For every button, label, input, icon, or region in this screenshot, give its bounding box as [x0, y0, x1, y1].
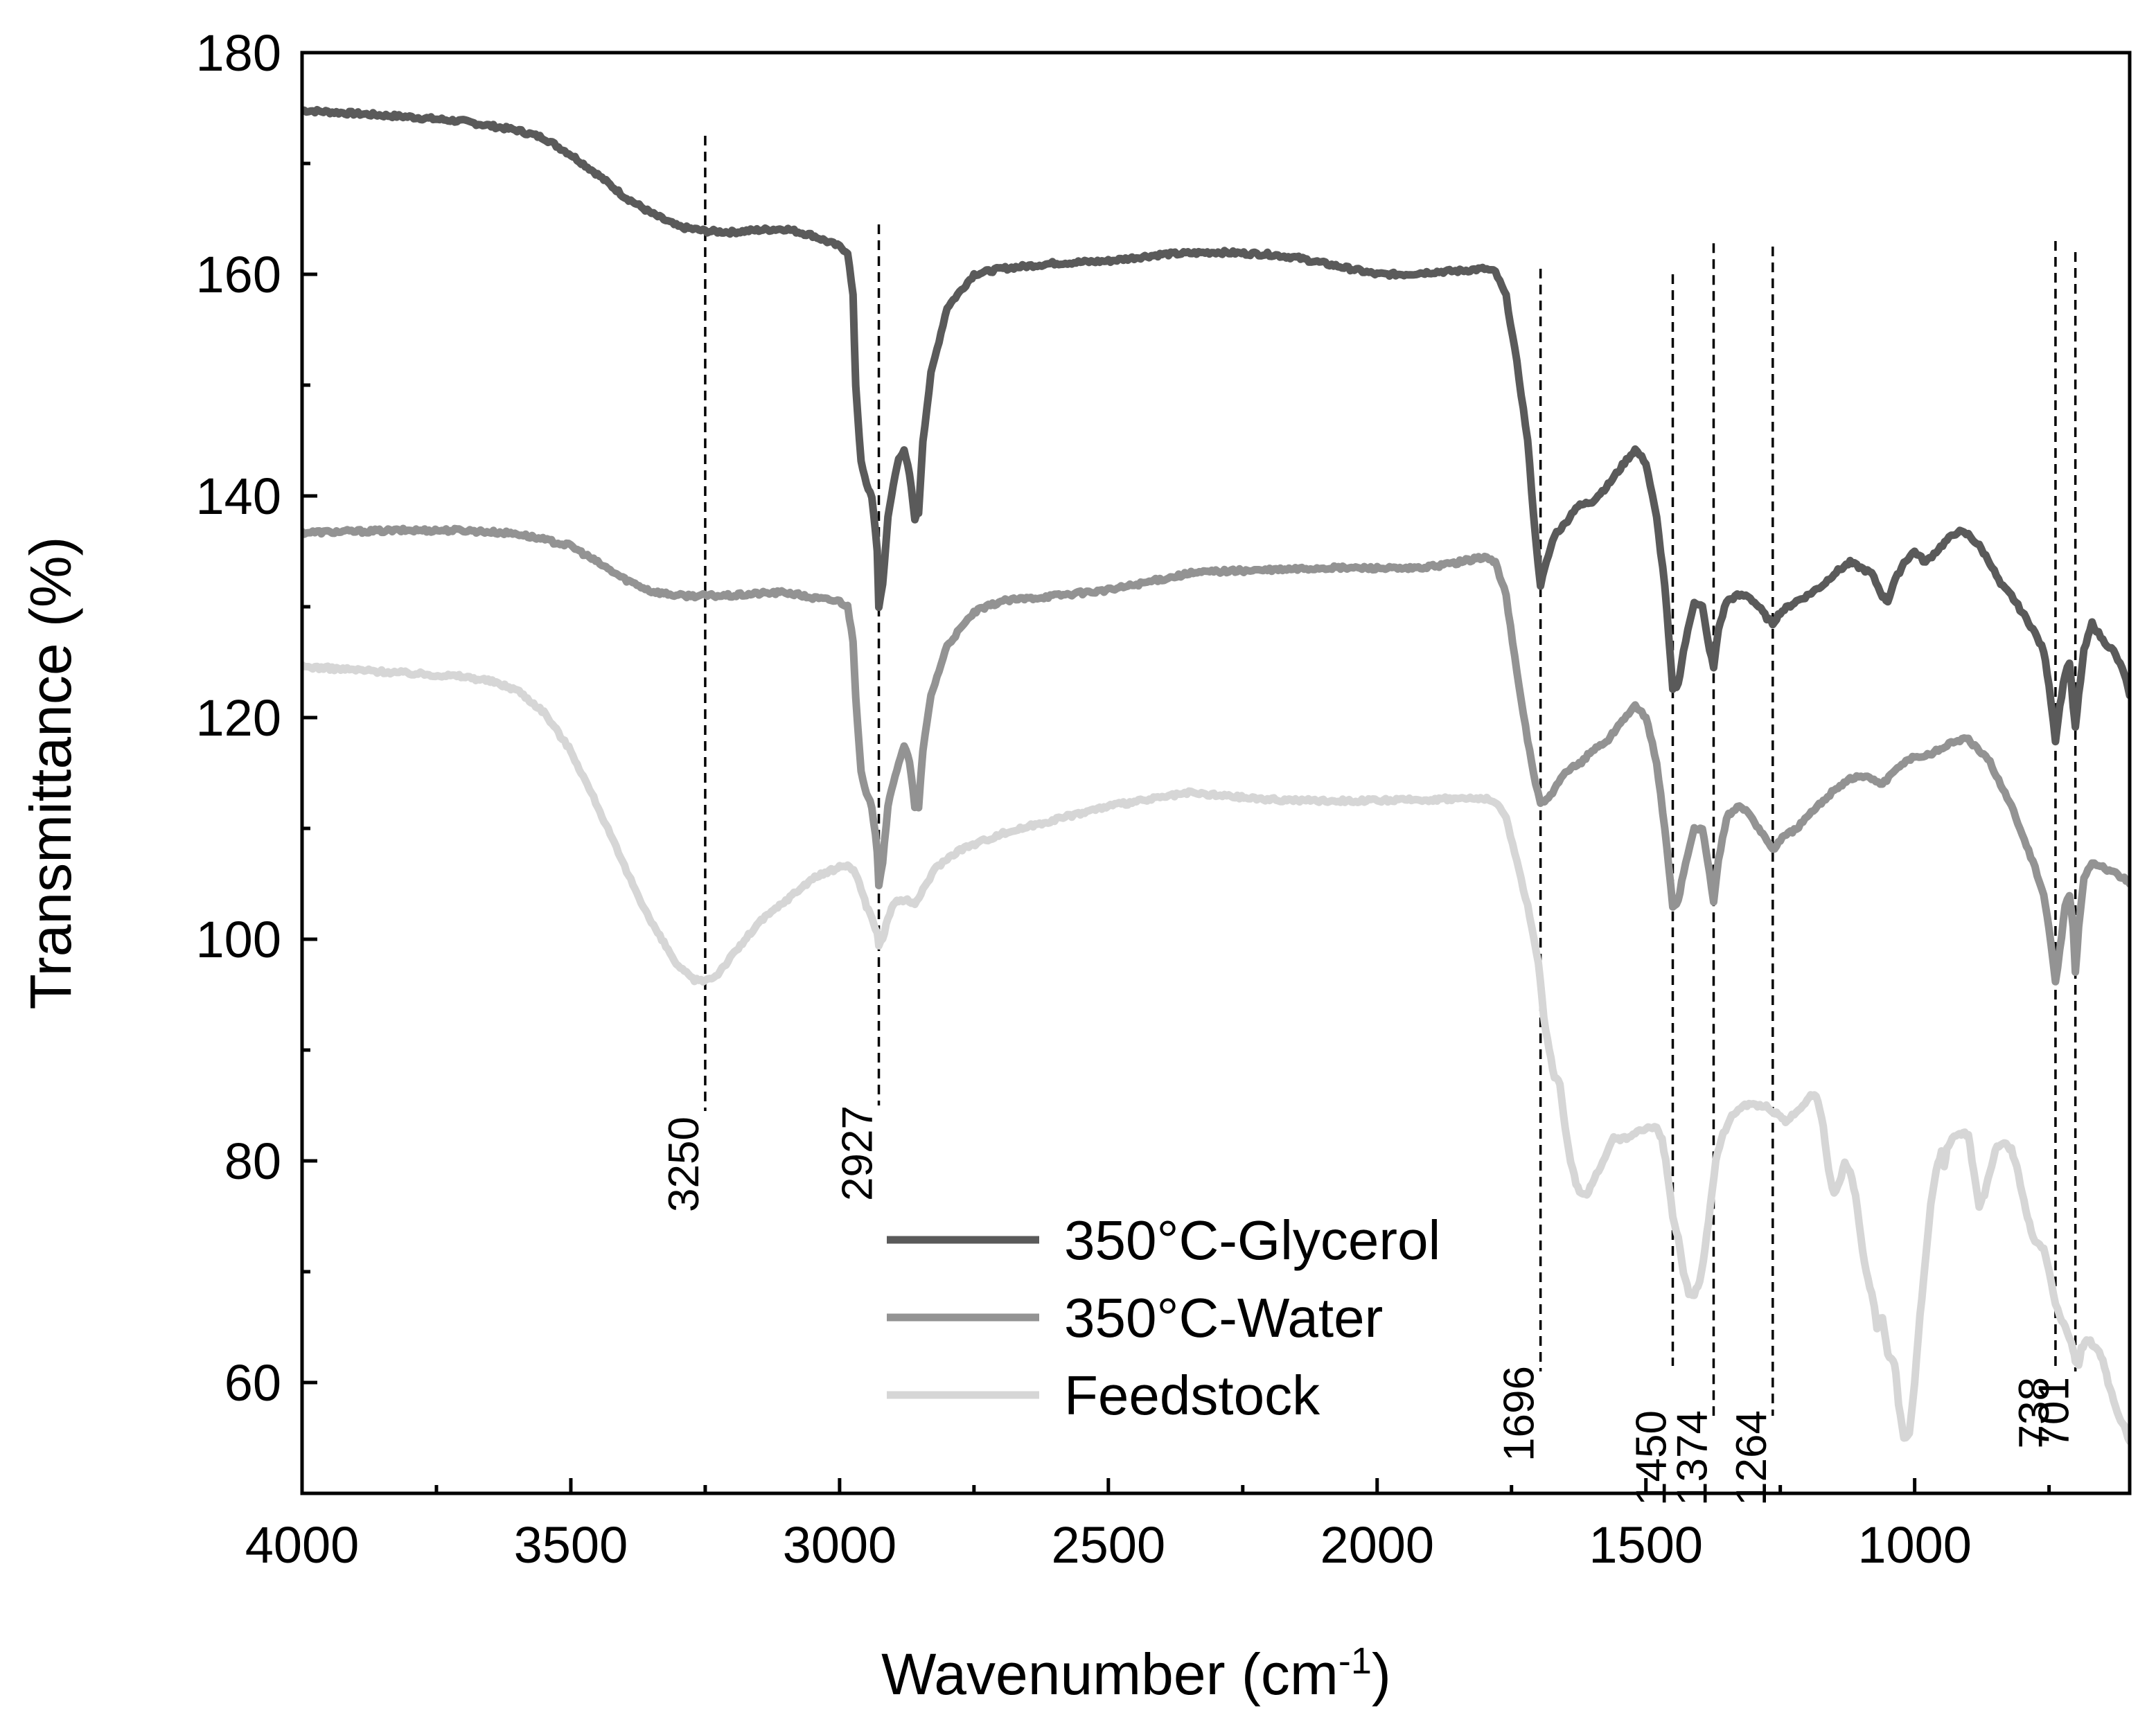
data-series [302, 105, 2130, 1446]
series-line-2 [302, 661, 2130, 1446]
y-tick-label: 140 [196, 468, 281, 525]
peak-label-2927: 2927 [834, 1105, 882, 1201]
y-tick-label: 100 [196, 911, 281, 968]
y-tick-label: 80 [224, 1132, 281, 1190]
y-axis-title: Transmittance (%) [18, 536, 83, 1009]
legend-label-2: Feedstock [1064, 1365, 1320, 1426]
peak-label-1450: 1450 [1628, 1410, 1676, 1506]
x-tick-label: 3000 [783, 1516, 897, 1574]
x-tick-label: 1500 [1589, 1516, 1703, 1574]
x-axis-title: Wavenumber (cm-1) [881, 1640, 1391, 1707]
peak-label-738: 738 [2011, 1377, 2058, 1448]
x-axis-title-end: ) [1372, 1642, 1391, 1707]
series-line-1 [302, 524, 2130, 986]
legend: 350°C-Glycerol 350°C-Water Feedstock [887, 1209, 1440, 1426]
series-line-0 [302, 105, 2130, 746]
x-axis-title-sup: -1 [1338, 1640, 1372, 1682]
y-tick-label: 120 [196, 689, 281, 747]
x-tick-label: 2000 [1320, 1516, 1434, 1574]
y-tick-label: 160 [196, 246, 281, 303]
plot-frame [300, 51, 2132, 1495]
peak-label-1696: 1696 [1496, 1366, 1544, 1461]
y-tick-label: 180 [196, 24, 281, 82]
x-tick-label: 3500 [514, 1516, 628, 1574]
x-tick-label: 1000 [1857, 1516, 1972, 1574]
x-tick-label: 4000 [245, 1516, 360, 1574]
x-tick-label: 2500 [1052, 1516, 1166, 1574]
legend-label-0: 350°C-Glycerol [1064, 1209, 1440, 1271]
legend-label-1: 350°C-Water [1064, 1287, 1383, 1349]
x-axis-title-main: Wavenumber (cm [881, 1642, 1338, 1707]
peak-label-1374: 1374 [1668, 1410, 1716, 1506]
peak-label-701: 701 [2031, 1377, 2078, 1448]
axis-ticks: 4000 3500 3000 2500 2000 1500 1000 60 80 100 120 14… [196, 24, 2051, 1574]
y-tick-label: 60 [224, 1354, 281, 1412]
peak-label-3250: 3250 [660, 1117, 708, 1212]
peak-label-1264: 1264 [1728, 1410, 1776, 1506]
